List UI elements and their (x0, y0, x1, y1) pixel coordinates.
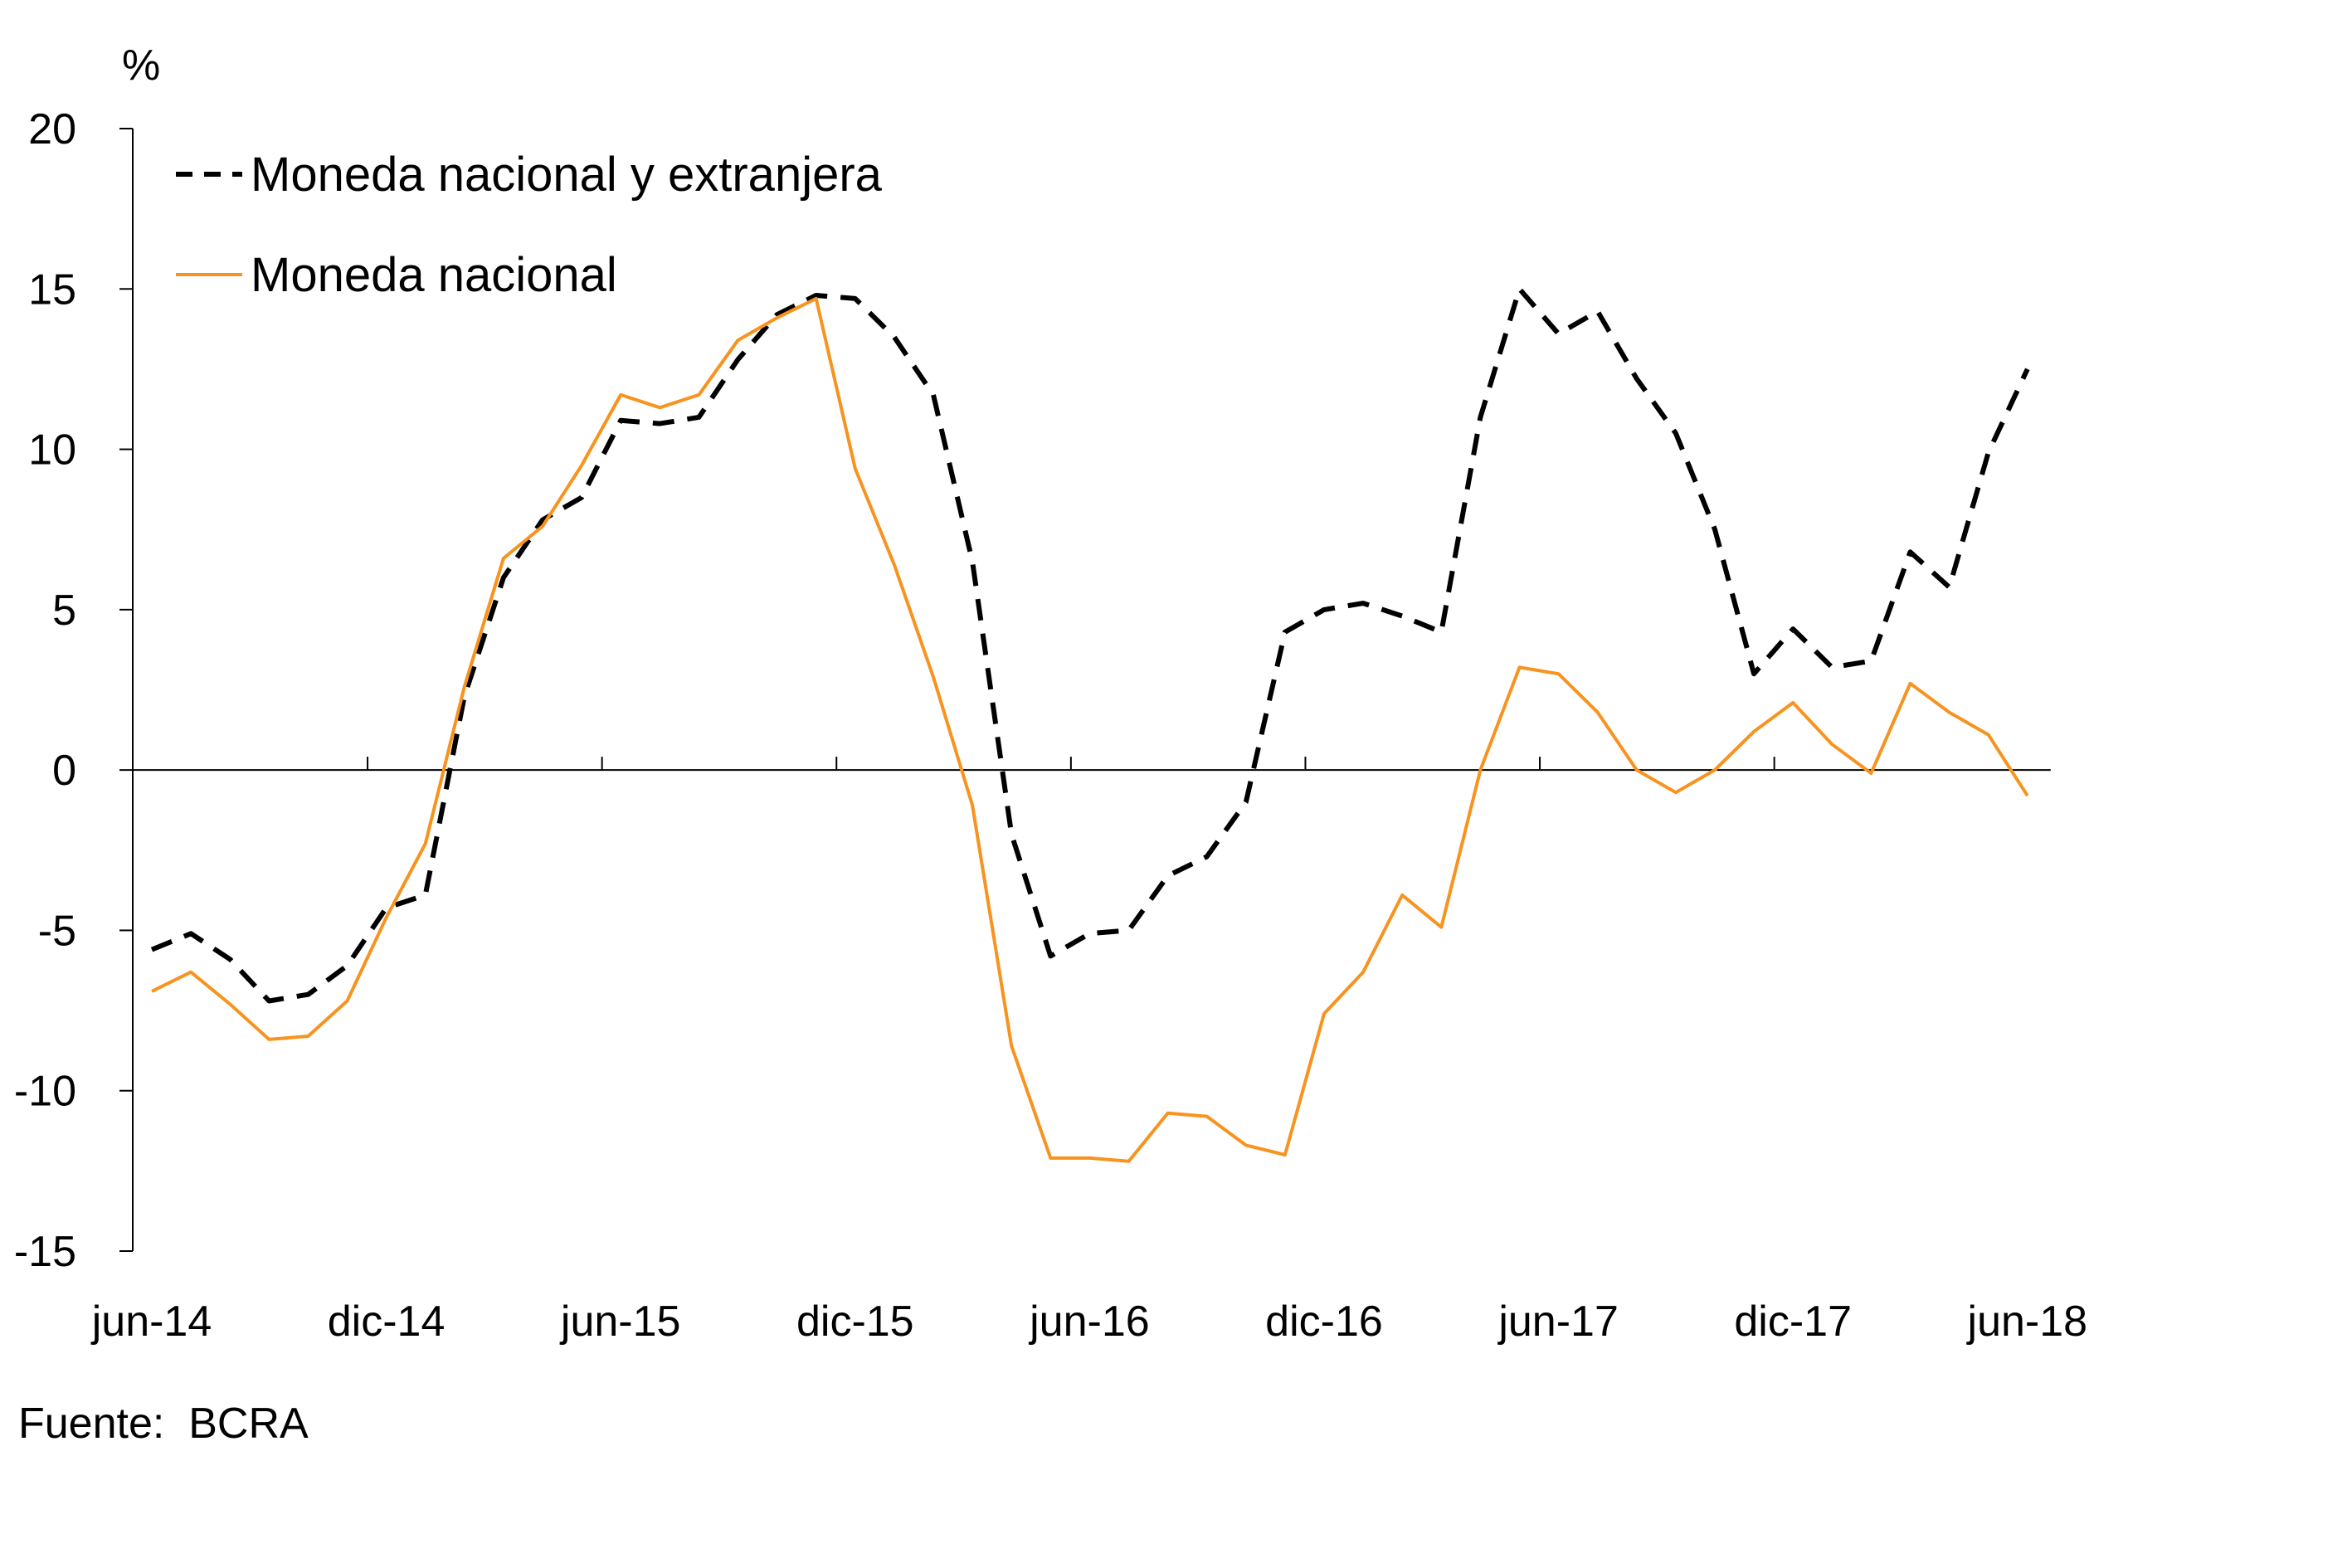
source-note: Fuente: BCRA (18, 1400, 309, 1448)
y-tick-label: 0 (52, 747, 76, 795)
y-tick-label: -15 (14, 1228, 76, 1276)
y-tick-label: 20 (28, 105, 76, 153)
x-tick-label: jun-15 (559, 1298, 681, 1346)
x-tick-label: jun-17 (1497, 1298, 1619, 1346)
y-tick-label: 15 (28, 265, 76, 314)
x-tick-label: dic-15 (796, 1298, 914, 1346)
x-tick-label: jun-14 (90, 1298, 212, 1346)
x-tick-label: dic-16 (1265, 1298, 1383, 1346)
series-layer (150, 286, 2030, 1163)
x-tick-label: dic-14 (328, 1298, 446, 1346)
x-tick-label: jun-16 (1028, 1298, 1150, 1346)
y-tick-label: -10 (14, 1068, 76, 1116)
y-tick-label: 10 (28, 426, 76, 475)
x-tick-label: dic-17 (1734, 1298, 1852, 1346)
y-tick-label: -5 (38, 907, 76, 955)
legend: Moneda nacional y extranjera Moneda nacio… (176, 148, 883, 302)
x-tick-label: jun-18 (1966, 1298, 2088, 1346)
series-line-moneda-nacional-y-extranjera (150, 286, 2030, 1004)
legend-label: Moneda nacional (251, 248, 617, 302)
legend-label: Moneda nacional y extranjera (251, 148, 883, 202)
y-tick-label: 5 (52, 587, 76, 635)
y-axis-unit-label: % (122, 41, 160, 90)
series-line-moneda-nacional (151, 296, 2029, 1163)
axes: 20 15 10 5 0 -5 -10 -15 jun-14 dic-14 jun-15 dic-15… (14, 105, 2087, 1346)
